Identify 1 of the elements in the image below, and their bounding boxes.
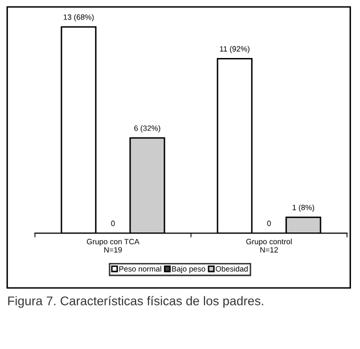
text: Figura 7. Características físicas de los padres.	[8, 296, 264, 308]
